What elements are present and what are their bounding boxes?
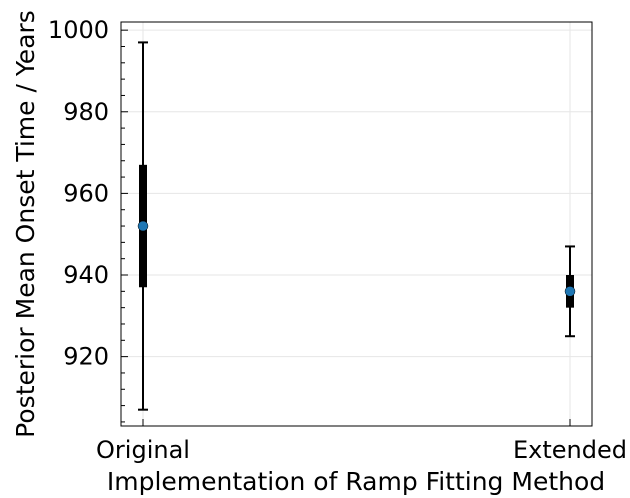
y-axis-title: Posterior Mean Onset Time / Years <box>11 10 40 438</box>
data-series <box>137 41 576 411</box>
mean-point <box>564 286 576 297</box>
plot-frame <box>120 21 593 427</box>
x-tick-label: Extended <box>513 436 627 464</box>
y-tick-label: 980 <box>63 98 109 126</box>
x-tick-label: Original <box>96 436 190 464</box>
grid-lines <box>121 22 592 426</box>
y-tick-label: 920 <box>63 343 109 371</box>
y-tick-label: 1000 <box>48 16 109 44</box>
axes: 920 940 960 980 1000 Original Extended <box>48 16 627 464</box>
y-tick-label: 940 <box>63 261 109 289</box>
y-tick-label: 960 <box>63 179 109 207</box>
mean-point <box>137 220 149 232</box>
x-axis-title: Implementation of Ramp Fitting Method <box>107 467 605 496</box>
